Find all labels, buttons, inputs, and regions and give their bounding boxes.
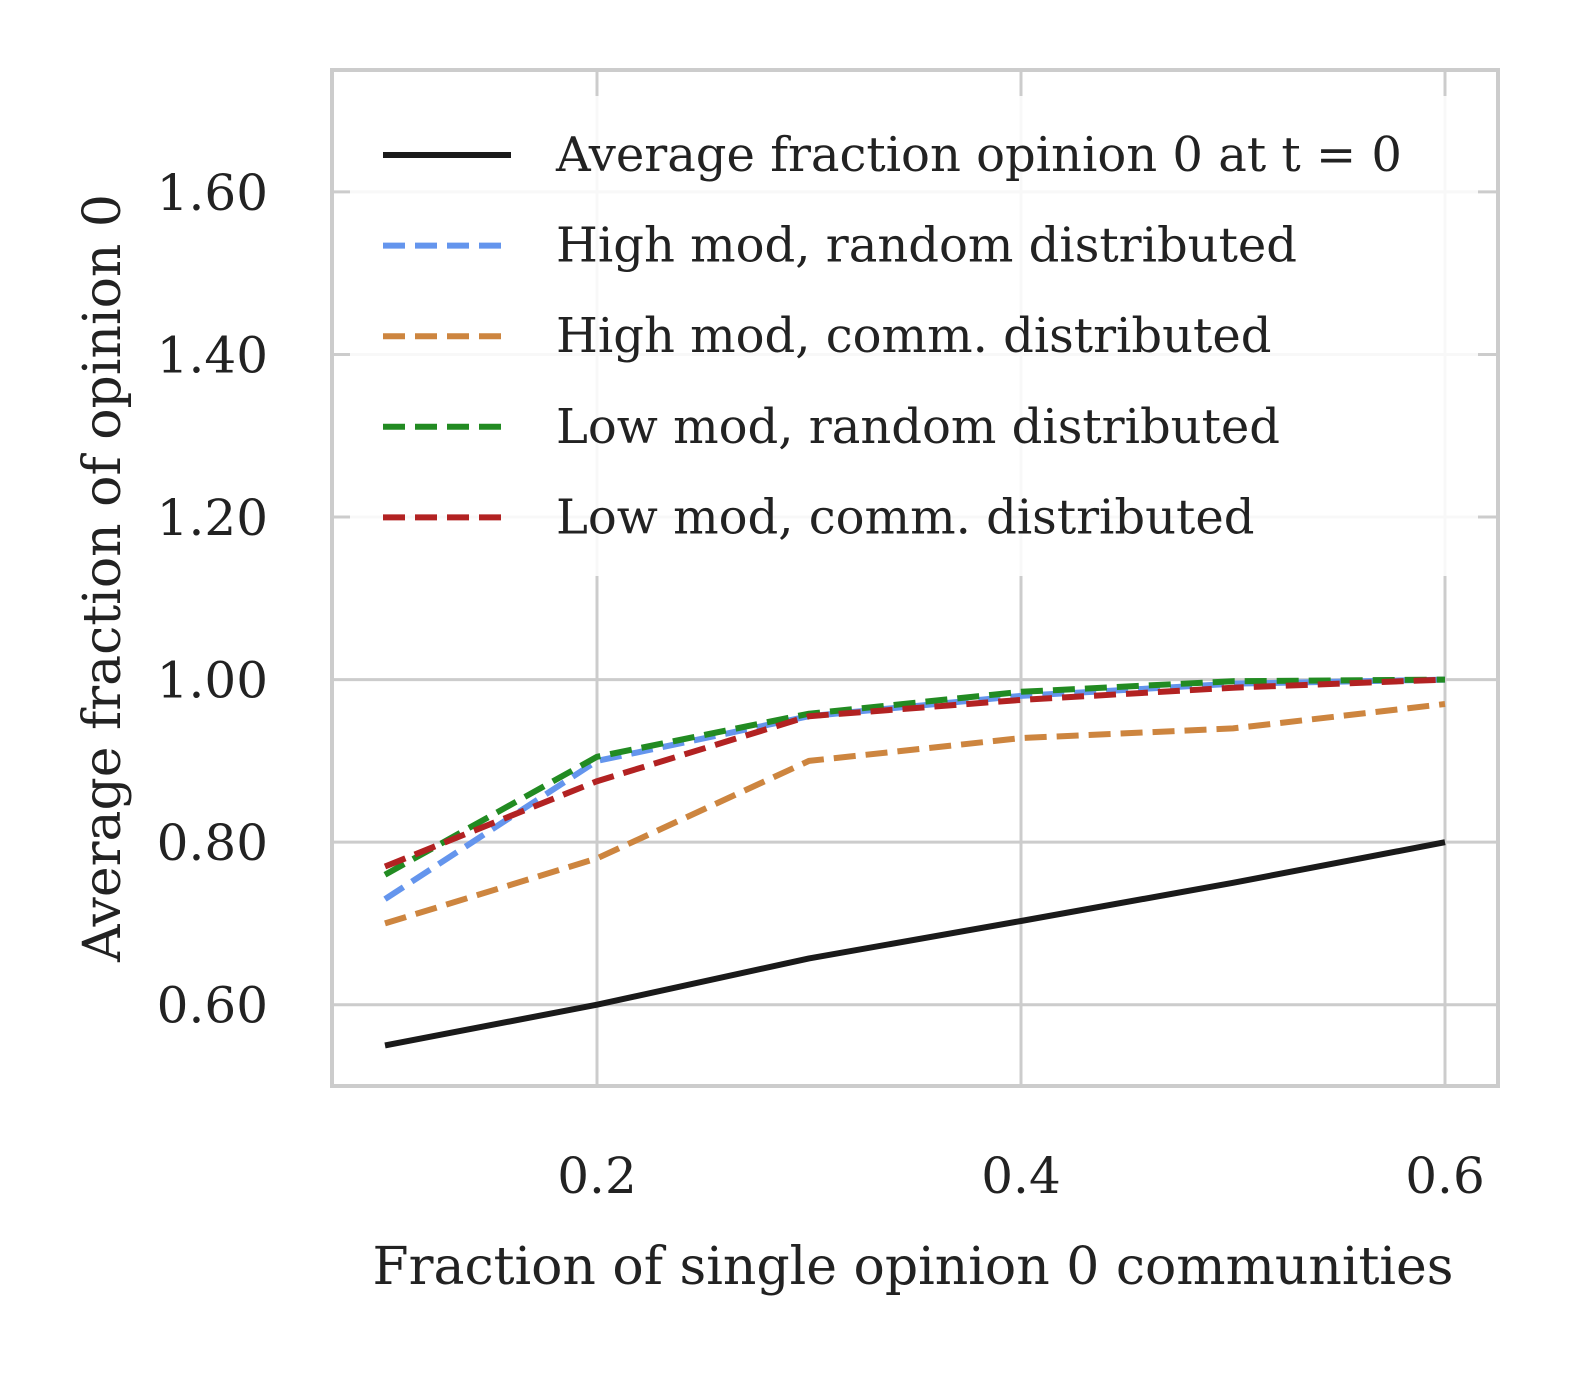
legend-label: High mod, random distributed (556, 218, 1297, 274)
x-tick-label: 0.2 (557, 1147, 637, 1205)
series-line (383, 676, 1446, 870)
y-tick-label: 1.00 (157, 652, 268, 710)
series-line (384, 839, 1446, 1049)
y-tick-labels: 0.60 0.80 1.00 1.20 1.40 1.60 (157, 164, 268, 1035)
x-axis-title: Fraction of single opinion 0 communities (373, 1237, 1454, 1297)
legend-label: Low mod, comm. distributed (556, 489, 1254, 545)
series-line (384, 701, 1446, 927)
legend-label: High mod, comm. distributed (556, 308, 1271, 364)
series-line (383, 676, 1446, 878)
y-tick-label: 1.20 (157, 489, 268, 547)
x-tick-labels: 0.2 0.4 0.6 (557, 1147, 1485, 1205)
x-tick-label: 0.6 (1405, 1147, 1485, 1205)
y-tick-label: 0.80 (157, 814, 268, 872)
legend-box (350, 96, 1478, 576)
legend-label: Average fraction opinion 0 at t = 0 (555, 127, 1402, 183)
x-tick-label: 0.4 (981, 1147, 1061, 1205)
legend: Average fraction opinion 0 at t = 0 High … (350, 96, 1478, 576)
y-axis-title: Average fraction of opinion 0 (73, 194, 133, 963)
y-tick-label: 1.40 (157, 326, 268, 384)
y-tick-label: 0.60 (157, 977, 268, 1035)
series-lines (383, 676, 1446, 1049)
y-tick-label: 1.60 (157, 164, 268, 222)
plot-frame (330, 68, 1500, 1088)
legend-label: Low mod, random distributed (556, 399, 1280, 455)
